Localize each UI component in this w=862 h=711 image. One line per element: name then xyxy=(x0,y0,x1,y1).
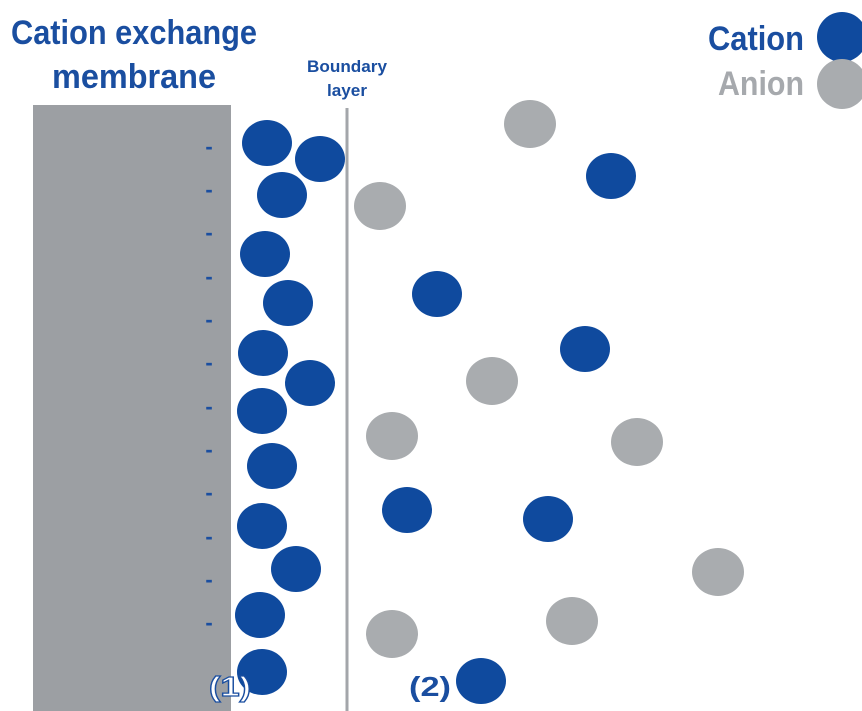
cation-ion xyxy=(456,658,506,704)
boundary-layer-label-line1: Boundary xyxy=(307,57,388,76)
membrane-charge: - xyxy=(205,524,212,549)
cation-ion xyxy=(237,649,287,695)
region-1-label: (1) xyxy=(209,671,251,702)
cations-bulk xyxy=(382,153,636,704)
cation-ion xyxy=(238,330,288,376)
anion-ion xyxy=(611,418,663,466)
membrane-charge: - xyxy=(205,220,212,245)
legend-anion-label: Anion xyxy=(718,65,804,103)
anion-ion xyxy=(546,597,598,645)
cation-ion xyxy=(257,172,307,218)
cation-ion xyxy=(412,271,462,317)
membrane-title-line1: Cation exchange xyxy=(11,14,257,52)
cation-ion xyxy=(235,592,285,638)
membrane-charge: - xyxy=(205,177,212,202)
cation-ion xyxy=(237,388,287,434)
cation-ion xyxy=(240,231,290,277)
cation-ion xyxy=(382,487,432,533)
membrane-charge: - xyxy=(205,567,212,592)
membrane-charge: - xyxy=(205,480,212,505)
anion-ion xyxy=(466,357,518,405)
membrane-charge: - xyxy=(205,134,212,159)
cation-ion xyxy=(523,496,573,542)
cation-ion xyxy=(237,503,287,549)
cations-near-membrane xyxy=(235,120,345,695)
cation-ion xyxy=(271,546,321,592)
membrane-charge: - xyxy=(205,610,212,635)
cation-ion xyxy=(242,120,292,166)
membrane-charge: - xyxy=(205,350,212,375)
cation-ion xyxy=(263,280,313,326)
membrane-title-line2: membrane xyxy=(52,58,216,96)
anions-bulk xyxy=(354,100,744,658)
membrane-charges: - - - - - - - - - - - - xyxy=(205,134,212,635)
cation-ion xyxy=(247,443,297,489)
legend-cation-label: Cation xyxy=(708,20,804,58)
boundary-layer-label-line2: layer xyxy=(327,81,367,100)
cation-ion xyxy=(560,326,610,372)
cation-ion xyxy=(295,136,345,182)
membrane-charge: - xyxy=(205,307,212,332)
region-2-label: (2) xyxy=(409,671,451,702)
membrane-block xyxy=(33,105,231,711)
anion-ion xyxy=(366,610,418,658)
legend-cation-icon xyxy=(817,12,862,62)
anion-ion xyxy=(354,182,406,230)
anion-ion xyxy=(504,100,556,148)
anion-ion xyxy=(692,548,744,596)
legend-anion-icon xyxy=(817,59,862,109)
membrane-charge: - xyxy=(205,264,212,289)
cation-ion xyxy=(285,360,335,406)
membrane-charge: - xyxy=(205,394,212,419)
cation-ion xyxy=(586,153,636,199)
anion-ion xyxy=(366,412,418,460)
membrane-charge: - xyxy=(205,437,212,462)
